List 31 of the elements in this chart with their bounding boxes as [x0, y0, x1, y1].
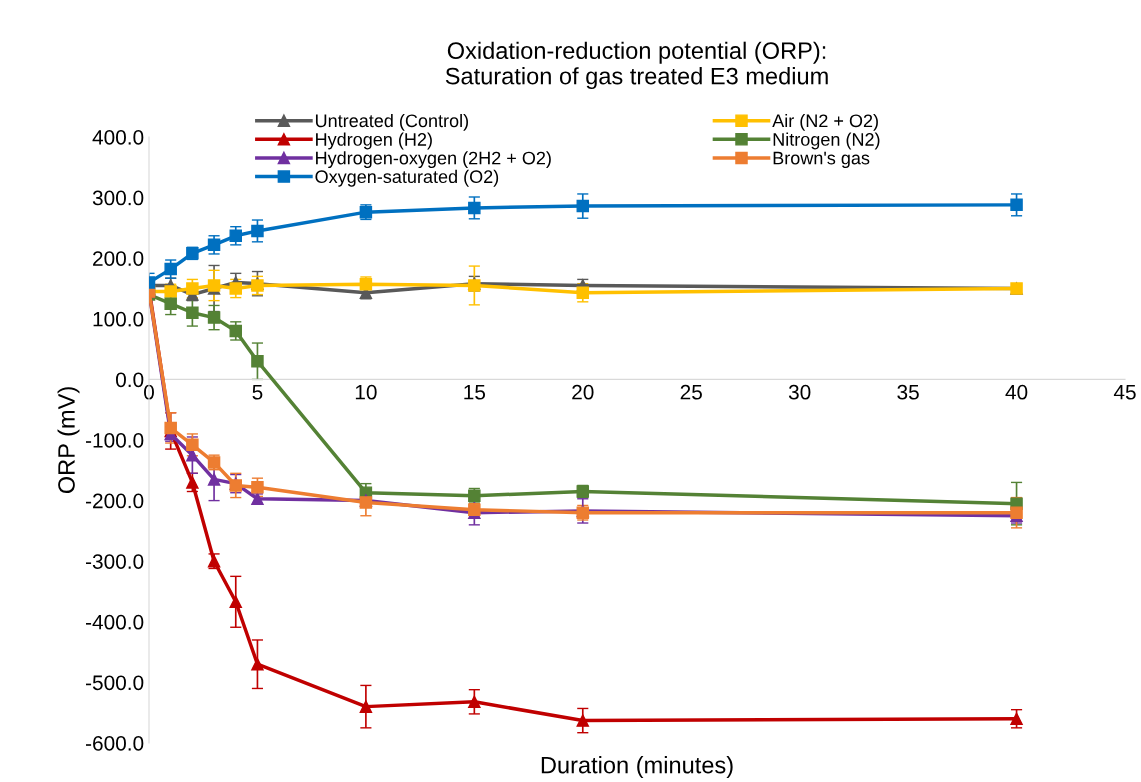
x-tick-label: 0: [144, 384, 154, 400]
y-axis-title: ORP (mV): [57, 387, 80, 494]
legend-label: Hydrogen-oxygen (2H2 + O2): [316, 151, 551, 169]
legend-label: Untreated (Control): [315, 113, 468, 131]
x-tick-label: 45: [1113, 385, 1136, 400]
x-tick-label: 40: [1005, 384, 1028, 400]
y-tick-label: -100.0: [86, 433, 144, 448]
legend-label: Air (N2 + O2): [772, 113, 878, 131]
x-tick-label: 25: [680, 384, 702, 400]
y-tick-label: 400.0: [92, 130, 144, 145]
x-tick-label: 5: [252, 385, 263, 400]
y-tick-label: 0.0: [115, 372, 144, 388]
y-tick-label: -600.0: [86, 736, 144, 751]
y-tick-label: -300.0: [86, 554, 144, 569]
x-tick-label: 30: [788, 384, 811, 400]
legend-label: Nitrogen (N2): [773, 132, 880, 150]
chart-title: Oxidation-reduction potential (ORP): Saturation of gas treated E3 medium: [445, 41, 828, 90]
x-tick-label: 15: [464, 385, 486, 400]
legend-label: Oxygen-saturated (O2): [315, 169, 499, 187]
legend-label: Hydrogen (H2): [316, 132, 432, 150]
x-tick-label: 10: [355, 384, 377, 400]
y-tick-label: 100.0: [93, 311, 144, 327]
x-axis-title: Duration (minutes): [541, 756, 733, 779]
x-tick-label: 20: [572, 384, 594, 400]
legend-label: Brown's gas: [773, 151, 870, 169]
y-tick-label: -500.0: [86, 675, 144, 691]
x-tick-label: 35: [897, 384, 919, 400]
y-tick-label: 200.0: [93, 251, 144, 266]
y-tick-label: 300.0: [92, 190, 144, 206]
y-tick-label: -400.0: [86, 614, 144, 630]
y-tick-label: -200.0: [86, 493, 144, 509]
